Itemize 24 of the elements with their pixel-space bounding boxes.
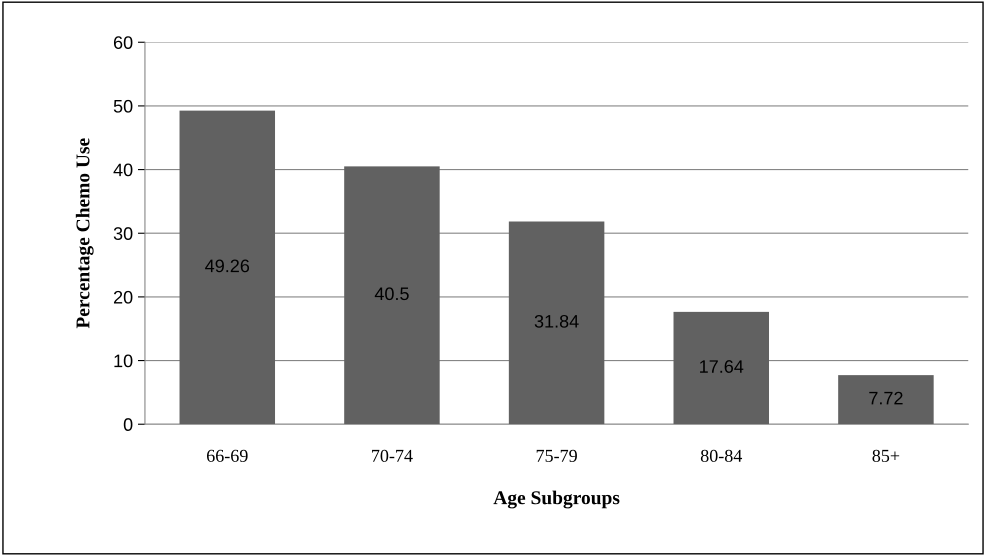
bar — [508, 222, 604, 424]
data-label: 31.84 — [534, 314, 579, 328]
y-axis-title: Percentage Chemo Use — [76, 138, 94, 328]
bar — [344, 166, 440, 424]
bar — [674, 312, 770, 424]
x-tick-label: 80-84 — [700, 450, 742, 462]
x-axis-title: Age Subgroups — [493, 490, 620, 508]
y-tick-label: 20 — [114, 290, 132, 304]
y-tick-label: 0 — [124, 418, 132, 431]
bar — [838, 375, 934, 424]
data-label: 7.72 — [869, 392, 903, 404]
x-tick-label: 66-69 — [206, 450, 248, 462]
x-tick-label: 70-74 — [372, 450, 413, 462]
y-tick-label: 60 — [114, 36, 132, 49]
x-tick-label: 75-79 — [536, 450, 577, 462]
x-tick-label: 85+ — [872, 450, 900, 462]
y-tick-label: 30 — [114, 227, 132, 240]
y-tick-label: 10 — [114, 354, 132, 368]
data-label: 17.64 — [700, 360, 744, 373]
bar — [180, 110, 276, 424]
y-tick-label: 40 — [113, 164, 132, 176]
data-label: 40.5 — [374, 287, 409, 300]
data-label: 49.26 — [205, 259, 250, 272]
y-tick-label: 50 — [114, 100, 132, 113]
